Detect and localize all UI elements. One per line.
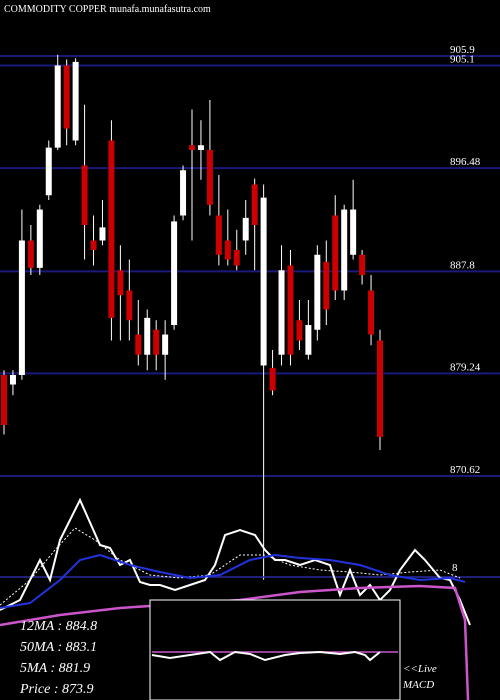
candle-body <box>368 290 375 335</box>
candle-body <box>305 325 312 355</box>
candle-body <box>99 227 106 241</box>
candle-body <box>135 334 142 355</box>
indicators <box>0 497 500 700</box>
candle-body <box>171 221 178 325</box>
chart-title: COMMODITY COPPER munafa.munafasutra.com <box>4 4 211 15</box>
candle-body <box>81 165 88 225</box>
candle-body <box>162 334 169 355</box>
candle-body <box>189 145 195 150</box>
candle-body <box>341 209 348 291</box>
y-tick-label: 879.24 <box>450 361 481 373</box>
candle-body <box>314 254 321 330</box>
y-tick-label: 887.8 <box>450 259 475 271</box>
candle-body <box>377 340 383 437</box>
candle-body <box>117 270 124 296</box>
candle-body <box>242 217 249 241</box>
candle-body <box>9 375 16 385</box>
candle-body <box>278 270 285 355</box>
candle-body <box>36 209 43 268</box>
ma-line <box>0 584 470 700</box>
candle-body <box>233 250 240 266</box>
indicator-label: 8 <box>452 562 458 574</box>
candle-body <box>197 145 204 150</box>
candle-body <box>45 147 52 196</box>
candle-body <box>332 215 339 291</box>
candle-body <box>350 209 357 255</box>
candle-body <box>72 61 79 141</box>
macd-label: <<Live <box>403 663 437 675</box>
candle-body <box>206 150 213 205</box>
candle-body <box>269 367 276 391</box>
candle-body <box>224 240 231 260</box>
candle-body <box>251 184 258 225</box>
macd-panel <box>149 599 401 700</box>
candle-body <box>296 320 303 341</box>
candle-body <box>27 240 34 268</box>
y-tick-label: 870.62 <box>450 464 480 476</box>
legend-text: 5MA : 881.9 <box>20 661 90 676</box>
legend-text: Price : 873.9 <box>19 682 93 697</box>
candle-body <box>359 254 366 275</box>
ma-line <box>0 553 466 609</box>
ma-line <box>0 527 461 606</box>
candle-body <box>323 261 330 310</box>
candle-body <box>90 240 97 250</box>
candle-body <box>108 140 115 318</box>
candle-body <box>144 317 151 355</box>
candle-body <box>180 170 187 216</box>
candle-body <box>54 65 61 148</box>
candle-body <box>1 375 7 425</box>
legend-text: 50MA : 883.1 <box>20 640 97 655</box>
macd-line <box>151 650 381 662</box>
candle-body <box>287 265 294 355</box>
macd-label: MACD <box>402 679 434 691</box>
candles <box>1 54 383 580</box>
legend-text: 12MA : 884.8 <box>20 619 97 634</box>
candle-body <box>153 329 160 355</box>
candle-body <box>18 240 25 375</box>
candle-body <box>126 290 133 321</box>
candle-body <box>63 65 70 129</box>
y-tick-label: 905.1 <box>450 53 475 65</box>
candle-body <box>260 197 267 366</box>
y-tick-label: 905.9 <box>450 44 475 56</box>
y-tick-label: 896.48 <box>450 156 481 168</box>
candle-body <box>215 215 222 255</box>
